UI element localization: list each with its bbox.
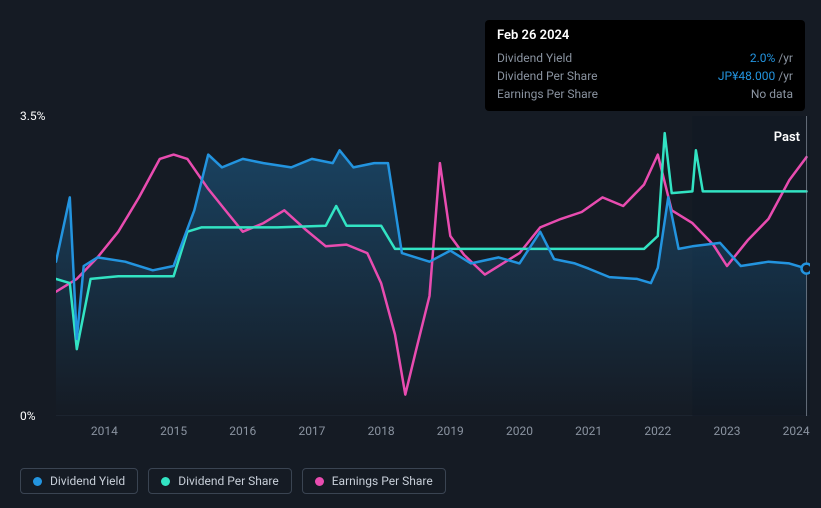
legend-item-dividend-yield[interactable]: Dividend Yield [20,468,138,494]
tooltip-row: Dividend Per Share JP¥48.000/yr [497,67,793,85]
tooltip-value: 2.0%/yr [750,51,793,65]
tooltip-value: JP¥48.000/yr [718,69,793,83]
x-axis-tick: 2024 [783,424,810,438]
y-axis-tick: 3.5% [20,109,45,123]
x-axis-tick: 2019 [437,424,464,438]
x-axis-tick: 2014 [91,424,118,438]
dividend-chart[interactable]: 3.5% 0% Past 2014 2015 2016 2017 2018 2019 202… [20,108,810,448]
y-axis-tick: 0% [20,409,36,423]
tooltip-label: Earnings Per Share [497,87,598,101]
tooltip-row: Earnings Per Share No data [497,85,793,103]
legend-dot [161,477,170,486]
legend-item-earnings-per-share[interactable]: Earnings Per Share [302,468,446,494]
legend-dot [33,477,42,486]
chart-tooltip: Feb 26 2024 Dividend Yield 2.0%/yr Divid… [485,20,805,111]
legend-label: Dividend Yield [50,474,125,488]
tooltip-label: Dividend Per Share [497,69,598,83]
tooltip-nodata: No data [751,87,793,101]
x-axis: 2014 2015 2016 2017 2018 2019 2020 2021 2022 2023… [56,424,810,442]
legend-label: Dividend Per Share [178,474,279,488]
tooltip-label: Dividend Yield [497,51,572,65]
x-axis-tick: 2022 [644,424,671,438]
tooltip-date: Feb 26 2024 [497,28,793,49]
legend-label: Earnings Per Share [332,474,433,488]
x-axis-tick: 2015 [160,424,187,438]
tooltip-row: Dividend Yield 2.0%/yr [497,49,793,67]
x-axis-tick: 2018 [368,424,395,438]
legend-item-dividend-per-share[interactable]: Dividend Per Share [148,468,292,494]
plot-area[interactable] [56,116,810,416]
legend-dot [315,477,324,486]
x-axis-tick: 2021 [575,424,602,438]
x-axis-tick: 2020 [506,424,533,438]
x-axis-tick: 2017 [298,424,325,438]
past-label: Past [774,130,800,145]
x-axis-tick: 2016 [229,424,256,438]
x-axis-tick: 2023 [713,424,740,438]
chart-legend: Dividend Yield Dividend Per Share Earnin… [20,468,446,494]
